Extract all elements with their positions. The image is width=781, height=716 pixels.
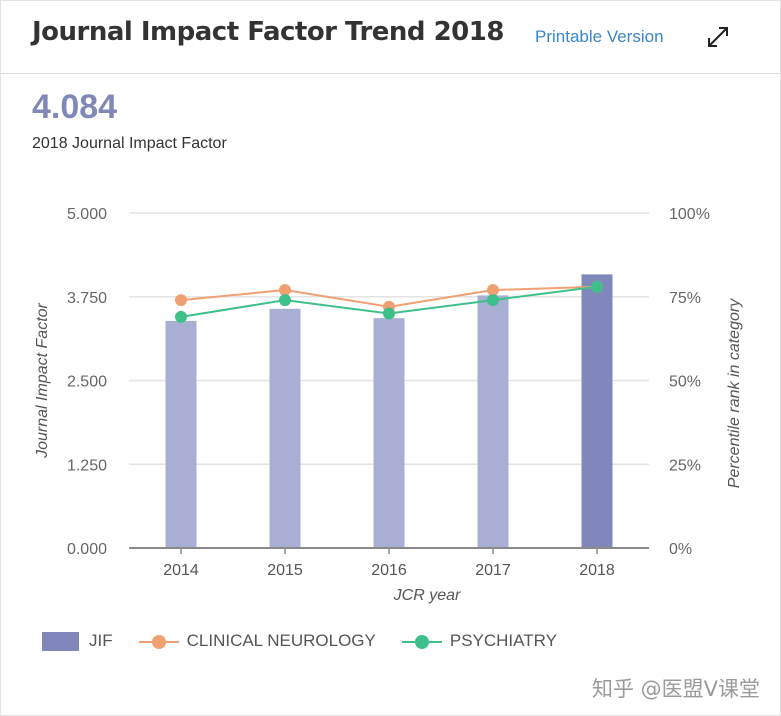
y2-tick-label: 50%	[669, 374, 701, 391]
bar-jif	[269, 308, 301, 548]
panel-header: Journal Impact Factor Trend 2018 Printab…	[1, 1, 780, 74]
series-point	[175, 294, 187, 307]
legend-item-jif[interactable]: JIF	[42, 631, 113, 651]
series-point	[591, 280, 603, 293]
x-axis-title: JCR year	[393, 587, 461, 604]
jif-caption: 2018 Journal Impact Factor	[32, 135, 227, 152]
series-point	[487, 284, 499, 297]
watermark-text: 知乎 @医盟V课堂	[591, 677, 760, 701]
legend-item-psychiatry[interactable]: PSYCHIATRY	[401, 631, 557, 651]
y-tick-label: 2.500	[67, 374, 107, 391]
legend-label-psychiatry: PSYCHIATRY	[449, 631, 557, 650]
series-point	[279, 294, 291, 307]
series-point	[487, 294, 499, 307]
y-tick-label: 5.000	[67, 206, 107, 223]
series-point	[383, 307, 395, 320]
bar-jif	[165, 320, 197, 548]
bar-jif	[373, 318, 405, 548]
y2-axis-title: Percentile rank in category	[726, 298, 743, 488]
jif-trend-chart: 0.000 1.250 2.500 3.750 5.000 0% 25% 50% 75% 100%…	[34, 206, 743, 604]
y-axis-title: Journal Impact Factor	[34, 302, 51, 458]
x-tick-label: 2015	[267, 562, 303, 579]
legend-label-jif: JIF	[89, 631, 113, 650]
bar-jif	[581, 274, 613, 548]
chart-legend: JIF CLINICAL NEUROLOGY PSYCHIATRY	[42, 631, 583, 651]
printable-version-link[interactable]: Printable Version	[535, 27, 664, 46]
panel-title: Journal Impact Factor Trend 2018	[32, 17, 504, 47]
legend-swatch-jif	[42, 631, 79, 651]
y2-tick-label: 100%	[669, 206, 710, 223]
series-point	[175, 310, 187, 323]
legend-swatch-psychiatry	[401, 632, 442, 651]
y2-tick-label: 25%	[669, 457, 701, 474]
y-tick-label: 0.000	[67, 541, 107, 558]
y-tick-label: 1.250	[67, 457, 107, 474]
x-tick-label: 2017	[475, 562, 511, 579]
expand-arrows-icon[interactable]	[706, 25, 730, 49]
y2-tick-label: 75%	[669, 290, 701, 307]
x-tick-label: 2014	[163, 562, 199, 579]
jif-value: 4.084	[32, 88, 118, 126]
series-point	[279, 284, 291, 297]
legend-swatch-neurology	[138, 632, 179, 651]
legend-label-neurology: CLINICAL NEUROLOGY	[186, 631, 376, 650]
x-tick-label: 2018	[579, 562, 615, 579]
bar-jif	[477, 295, 509, 548]
legend-item-neurology[interactable]: CLINICAL NEUROLOGY	[138, 631, 376, 651]
y-tick-label: 3.750	[67, 290, 107, 307]
x-tick-label: 2016	[371, 562, 407, 579]
y2-tick-label: 0%	[669, 541, 692, 558]
